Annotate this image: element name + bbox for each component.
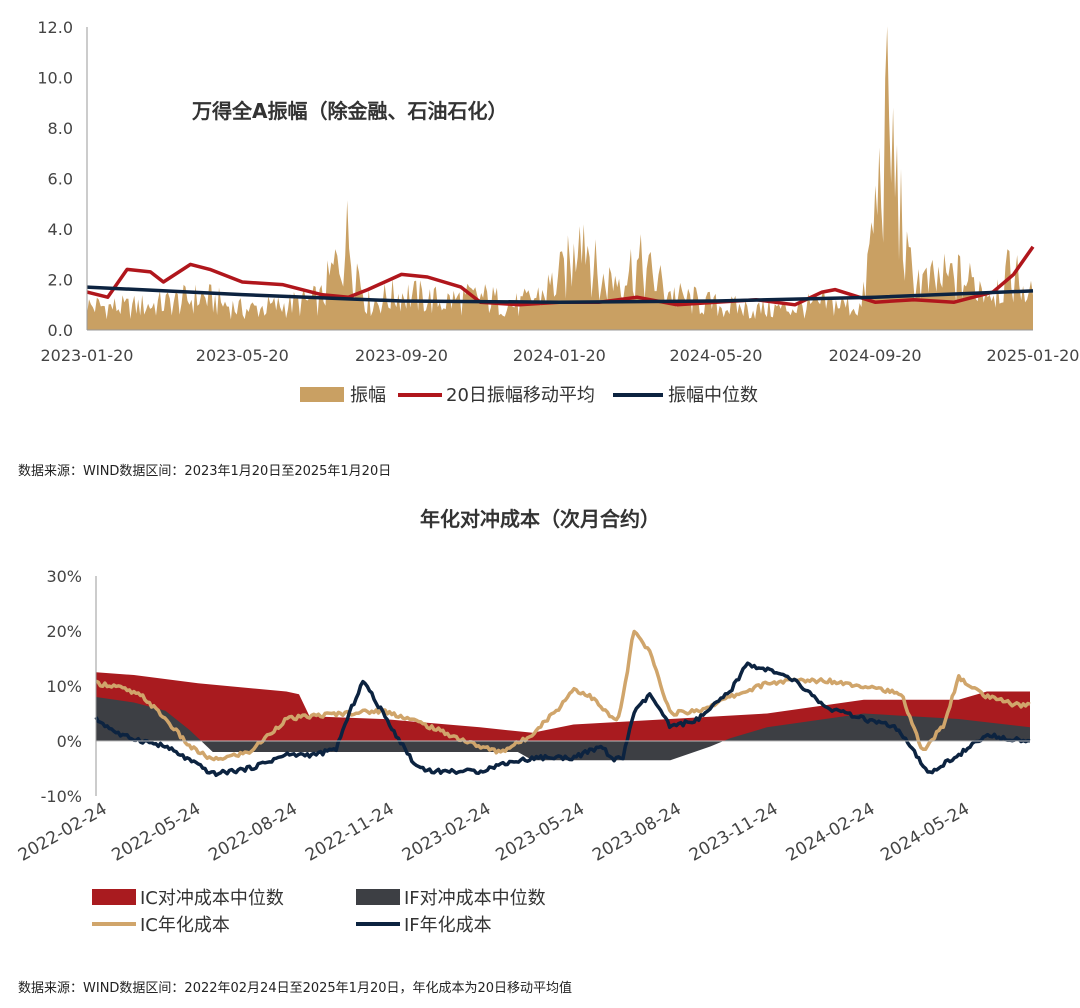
legend-label: 振幅中位数: [668, 385, 758, 406]
legend: IC对冲成本中位数 IF对冲成本中位数 IC年化成本 IF年化成本: [92, 888, 546, 936]
y-tick-label: 0.0: [48, 321, 73, 340]
y-tick-label: 10.0: [37, 69, 73, 88]
amplitude-chart: 0.0 2.0 4.0 6.0 8.0 10.0 12.0 2023-01-20 2023-05…: [37, 18, 1079, 406]
x-tick-label: 2022-11-24: [302, 799, 398, 866]
chart-title: 年化对冲成本（次月合约）: [420, 507, 660, 531]
x-tick-label: 2023-09-20: [355, 346, 448, 365]
y-tick-label: 10%: [46, 677, 82, 696]
legend-swatch: [92, 889, 136, 905]
if-annual-line: [94, 661, 1031, 778]
x-tick-label: 2023-05-20: [196, 346, 289, 365]
chart-title: 万得全A振幅（除金融、石油石化）: [191, 99, 507, 123]
if-median-area: [96, 697, 1030, 761]
x-tick-label: 2024-05-20: [669, 346, 762, 365]
ic-annual-line: [95, 629, 1031, 762]
y-tick-label: -10%: [41, 787, 82, 806]
x-tick-label: 2023-11-24: [686, 799, 782, 866]
y-tick-label: 12.0: [37, 18, 73, 37]
y-tick-label: 4.0: [48, 220, 73, 239]
x-tick-label: 2023-08-24: [589, 799, 685, 866]
source-note: 数据来源：WIND数据区间：2023年1月20日至2025年1月20日: [18, 464, 392, 479]
x-tick-label: 2023-01-20: [41, 346, 134, 365]
x-tick-label: 2022-05-24: [109, 799, 205, 866]
x-tick-label: 2024-02-24: [783, 799, 879, 866]
ma20-line: [86, 245, 1035, 307]
y-tick-label: 6.0: [48, 170, 73, 189]
legend: 振幅 20日振幅移动平均 振幅中位数: [300, 385, 758, 406]
y-tick-label: 8.0: [48, 119, 73, 138]
y-tick-label: 30%: [46, 567, 82, 586]
y-tick-label: 2.0: [48, 271, 73, 290]
legend-label: IF年化成本: [404, 915, 492, 936]
median-line: [86, 285, 1034, 304]
legend-swatch: [300, 387, 344, 402]
x-tick-label: 2024-09-20: [829, 346, 922, 365]
x-tick-label: 2024-01-20: [513, 346, 606, 365]
x-tick-label: 2024-05-24: [877, 799, 973, 866]
legend-label: 20日振幅移动平均: [446, 385, 595, 406]
y-tick-label: 20%: [46, 622, 82, 641]
hedge-cost-chart: 年化对冲成本（次月合约） -10%0%10%20%30%2022-02-2420…: [15, 507, 1031, 936]
x-tick-label: 2022-02-24: [15, 799, 111, 866]
legend-label: IF对冲成本中位数: [404, 888, 546, 909]
y-tick-label: 0%: [57, 732, 82, 751]
x-tick-label: 2023-02-24: [399, 799, 495, 866]
legend-label: IC对冲成本中位数: [140, 888, 284, 909]
x-tick-label: 2023-05-24: [492, 799, 588, 866]
legend-label: IC年化成本: [140, 915, 230, 936]
x-tick-label: 2022-08-24: [205, 799, 301, 866]
legend-label: 振幅: [350, 385, 386, 406]
amplitude-area: [87, 26, 1033, 330]
source-note: 数据来源：WIND数据区间：2022年02月24日至2025年1月20日，年化成…: [18, 981, 573, 996]
x-tick-label: 2025-01-20: [987, 346, 1080, 365]
legend-swatch: [356, 889, 400, 905]
